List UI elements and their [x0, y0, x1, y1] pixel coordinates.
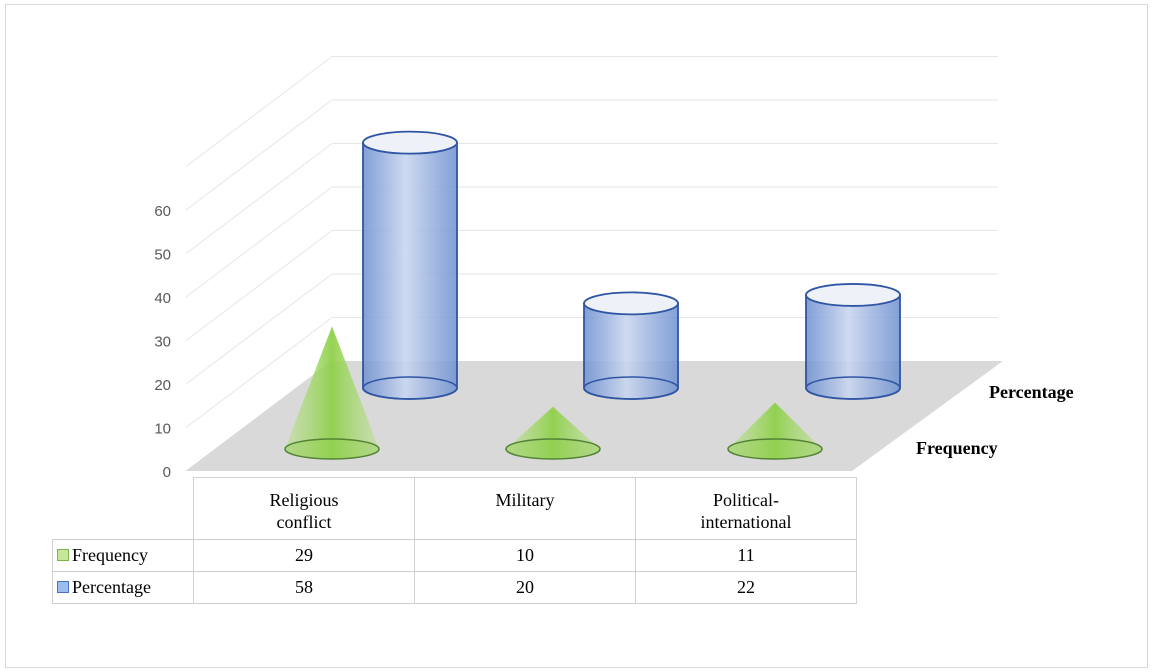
cylinder-body [583, 302, 679, 400]
gridline [185, 230, 333, 341]
gridline [185, 273, 333, 385]
cylinder-top [805, 283, 901, 307]
y-tick-label: 20 [154, 377, 171, 394]
depth-label-percentage: Percentage [989, 382, 1074, 402]
cylinder-base [362, 376, 458, 400]
gridline [185, 317, 333, 428]
y-tick-label: 40 [154, 290, 171, 307]
cone-body [285, 326, 379, 459]
y-tick-label: 50 [154, 247, 171, 264]
y-tick-label: 60 [154, 203, 171, 220]
chart-frame: 0 10 20 30 40 50 60 Percentage Frequency Relig… [5, 4, 1148, 668]
cone-base [727, 438, 823, 460]
category-label-line: Religious [269, 490, 339, 510]
category-label-line: international [700, 512, 792, 532]
cylinder-top [583, 291, 679, 316]
bar-cylinder [805, 283, 901, 400]
cone-body [506, 406, 600, 459]
chart-svg: 0 10 20 30 40 50 60 Percentage Frequency [154, 56, 1074, 481]
bar-cylinder [362, 130, 458, 400]
cylinder-base [583, 376, 679, 400]
legend-swatch-percentage [57, 581, 69, 593]
table-cell: 20 [414, 571, 636, 604]
cylinder-body [362, 141, 458, 400]
table-col-political-international: Political- international [635, 477, 857, 540]
legend-frequency: Frequency [52, 539, 194, 572]
gridline [185, 143, 333, 254]
y-tick-label: 10 [154, 421, 171, 438]
gridline [185, 56, 333, 167]
category-label-line: Political- [713, 490, 779, 510]
category-label-line: conflict [276, 512, 332, 532]
cone-body [728, 402, 822, 459]
y-axis-ticks: 0 10 20 30 40 50 60 [154, 203, 171, 481]
table-row-percentage: Percentage 58 20 22 [52, 571, 857, 604]
cone-base [284, 438, 380, 460]
bar-cone [727, 402, 823, 460]
legend-label: Percentage [72, 577, 151, 597]
depth-label-frequency: Frequency [916, 438, 998, 458]
table-cell: 58 [193, 571, 415, 604]
bar-cone [284, 326, 380, 460]
bar-cylinder [583, 291, 679, 400]
table-row-frequency: Frequency 29 10 11 [52, 539, 857, 572]
gridline [185, 99, 333, 211]
cylinder-base [805, 376, 901, 400]
table-col-military: Military [414, 477, 636, 540]
legend-label: Frequency [72, 545, 148, 565]
cone-base [505, 438, 601, 460]
data-table: Religious conflict Military Political- i… [52, 477, 857, 604]
data-marks [284, 130, 901, 460]
legend-percentage: Percentage [52, 571, 194, 604]
table-corner [53, 478, 194, 540]
cylinder-body [805, 294, 901, 400]
y-tick-label: 0 [163, 464, 171, 481]
table-cell: 11 [635, 539, 857, 572]
legend-swatch-frequency [57, 549, 69, 561]
table-cell: 10 [414, 539, 636, 572]
table-header-row: Religious conflict Military Political- i… [53, 477, 857, 540]
bar-cone [505, 406, 601, 460]
gridline [185, 186, 333, 298]
table-cell: 29 [193, 539, 415, 572]
cylinder-top [362, 130, 458, 155]
category-label-line: Military [495, 490, 555, 510]
y-tick-label: 30 [154, 334, 171, 351]
table-col-religious-conflict: Religious conflict [193, 477, 415, 540]
table-cell: 22 [635, 571, 857, 604]
